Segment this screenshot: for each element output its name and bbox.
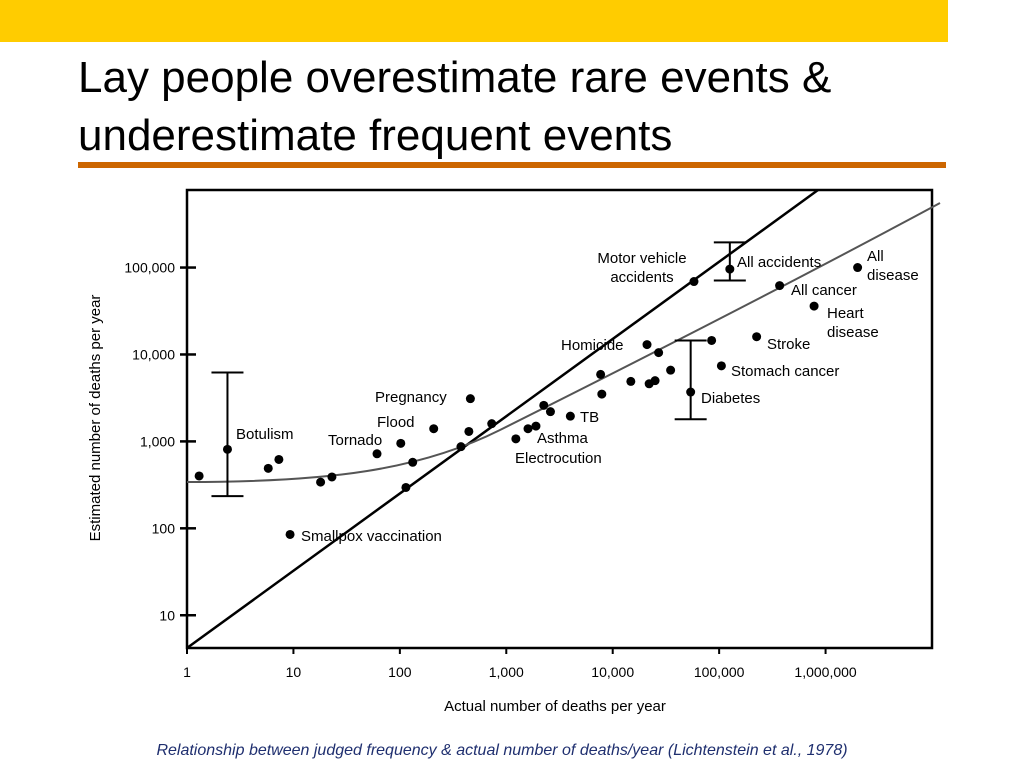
- annotation: disease: [867, 267, 919, 284]
- error-bar: [713, 241, 746, 282]
- point: [539, 400, 549, 410]
- y-tick-label: 100,000: [124, 260, 175, 276]
- annotation: All accidents: [737, 254, 821, 271]
- point: [565, 411, 575, 421]
- annotation: Electrocution: [515, 450, 602, 467]
- x-tick-label: 100: [388, 664, 412, 680]
- error-bar: [674, 339, 707, 421]
- header-bar: [0, 0, 948, 42]
- point: [285, 529, 295, 539]
- point: [686, 387, 696, 397]
- point: [725, 264, 735, 274]
- point: [642, 340, 652, 350]
- annotation: Asthma: [537, 430, 589, 447]
- point: [853, 263, 863, 273]
- point: [429, 424, 439, 434]
- point: [327, 472, 337, 482]
- point: [222, 444, 232, 454]
- y-tick-label: 10,000: [132, 346, 175, 362]
- point: [263, 463, 273, 473]
- point: [523, 424, 533, 434]
- point: [689, 277, 699, 287]
- point: [274, 454, 284, 464]
- point: [752, 332, 762, 342]
- point: [408, 457, 418, 467]
- point: [372, 449, 382, 459]
- title-rule: [78, 162, 946, 168]
- annotation: Stomach cancer: [731, 363, 839, 380]
- annotation: Smallpox vaccination: [301, 528, 442, 545]
- point: [666, 365, 676, 375]
- point: [531, 421, 541, 431]
- x-tick-label: 1,000: [489, 664, 524, 680]
- error-bar: [211, 371, 244, 498]
- annotation: accidents: [610, 269, 673, 286]
- x-tick-label: 1: [183, 664, 191, 680]
- annotation: Tornado: [328, 432, 382, 449]
- point: [707, 335, 717, 345]
- point: [650, 376, 660, 386]
- annotations: Motor vehicle accidents All accidents Al…: [236, 248, 919, 545]
- annotation: Botulism: [236, 426, 294, 443]
- caption: Relationship between judged frequency & …: [156, 742, 847, 759]
- annotation: Flood: [377, 414, 415, 431]
- annotation: Heart: [827, 305, 865, 322]
- point: [396, 438, 406, 448]
- y-tick-label: 100: [152, 520, 176, 536]
- x-tick-label: 10: [286, 664, 302, 680]
- x-tick-label: 1,000,000: [794, 664, 856, 680]
- point: [626, 376, 636, 386]
- plot: [185, 188, 941, 650]
- annotation: Pregnancy: [375, 389, 447, 406]
- point: [487, 419, 497, 429]
- point: [596, 369, 606, 379]
- point: [194, 471, 204, 481]
- point: [809, 301, 819, 311]
- annotation: Diabetes: [701, 390, 760, 407]
- x-axis-label: Actual number of deaths per year: [444, 698, 666, 715]
- title-line: underestimate frequent events: [78, 111, 672, 160]
- title-line: Lay people overestimate rare events &: [78, 53, 831, 102]
- point: [775, 281, 785, 291]
- y-tick-label: 1,000: [140, 433, 175, 449]
- annotation: All cancer: [791, 282, 857, 299]
- y-axis-label: Estimated number of deaths per year: [87, 295, 104, 542]
- annotation: disease: [827, 324, 879, 341]
- point: [316, 477, 326, 487]
- annotation: All: [867, 248, 884, 265]
- plot-frame: [185, 188, 934, 650]
- point: [716, 361, 726, 371]
- point: [545, 407, 555, 417]
- fit-curve: [186, 202, 941, 483]
- point: [465, 394, 475, 404]
- annotation: Homicide: [561, 337, 624, 354]
- annotation: Stroke: [767, 336, 810, 353]
- annotation: Motor vehicle: [597, 250, 686, 267]
- annotation: TB: [580, 409, 599, 426]
- equality-line: [186, 188, 819, 650]
- point: [464, 426, 474, 436]
- point: [511, 434, 521, 444]
- point: [597, 389, 607, 399]
- x-tick-label: 100,000: [694, 664, 745, 680]
- point: [654, 348, 664, 358]
- x-tick-label: 10,000: [591, 664, 634, 680]
- point: [456, 442, 466, 452]
- y-tick-label: 10: [159, 607, 175, 623]
- point: [401, 482, 411, 492]
